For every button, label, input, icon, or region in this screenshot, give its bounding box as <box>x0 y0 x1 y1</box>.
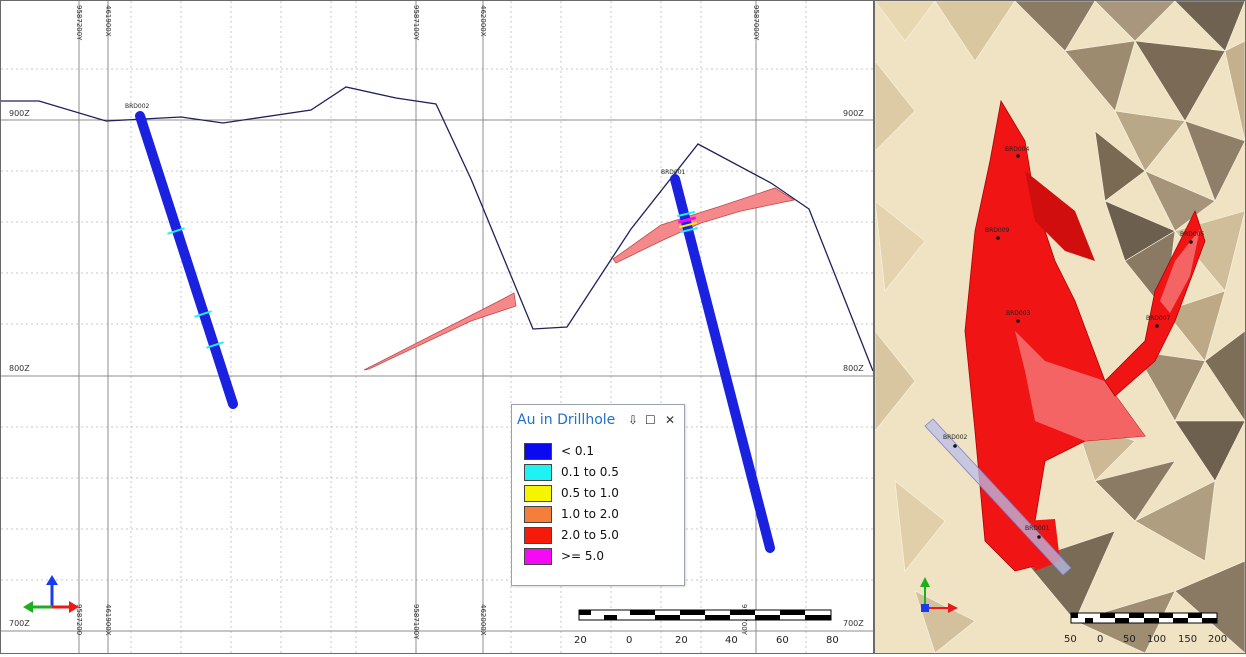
plan-scale-bar: 50 0 50 100 150 200 <box>1064 612 1227 645</box>
legend-label: 2.0 to 5.0 <box>561 528 619 542</box>
plan-hole-label: BRD005 <box>1180 231 1205 238</box>
plan-orebody <box>964 99 1206 572</box>
bottom-coord-label: 9587100Y <box>412 604 420 640</box>
legend-label: 0.1 to 0.5 <box>561 465 619 479</box>
section-grid <box>1 1 873 653</box>
section-view-panel[interactable]: BRD002 BRD001 900Z 900Z 800Z 800Z 700Z 7… <box>0 0 874 654</box>
top-coord-label: 9587000Y <box>752 5 760 41</box>
legend-label: 1.0 to 2.0 <box>561 507 619 521</box>
legend-label: 0.5 to 1.0 <box>561 486 619 500</box>
plan-drillhole-trace[interactable] <box>924 418 1072 576</box>
scale-tick-label: 0 <box>626 635 632 646</box>
topography-line <box>1 86 874 372</box>
elev-label-700-left: 700Z <box>9 619 30 628</box>
drillhole-brd002[interactable] <box>135 111 238 409</box>
legend-panel[interactable]: Au in Drillhole ⇩ ☐ ✕ < 0.1 0.1 to 0.5 0… <box>511 404 685 586</box>
scale-tick-label: 40 <box>725 635 738 646</box>
plan-hole-label: BRD001 <box>1025 525 1050 532</box>
elev-label-900-right: 900Z <box>843 109 864 118</box>
legend-title: Au in Drillhole <box>517 412 616 428</box>
elev-label-800-left: 800Z <box>9 364 30 373</box>
legend-label: < 0.1 <box>561 444 594 458</box>
legend-swatch <box>524 485 552 502</box>
scale-tick-label: 60 <box>776 635 789 646</box>
hole-label-brd001: BRD001 <box>661 169 686 176</box>
top-coord-label: 9587100Y <box>412 5 420 41</box>
plan-canvas[interactable]: BRD004 BRD009 BRD005 BRD003 BRD007 BRD00… <box>875 1 1245 653</box>
pin-icon[interactable]: ⇩ <box>628 413 639 427</box>
plan-scale-tick-label: 200 <box>1208 634 1227 645</box>
scale-tick-label: 20 <box>574 635 587 646</box>
bottom-coord-label: 461900X <box>104 604 112 636</box>
legend-label: >= 5.0 <box>561 549 605 563</box>
bottom-coord-label: 9587200 <box>75 604 83 635</box>
scale-tick-label: 20 <box>675 635 688 646</box>
plan-scale-tick-label: 0 <box>1097 634 1103 645</box>
legend-swatch <box>524 527 552 544</box>
hole-label-brd002: BRD002 <box>125 103 150 110</box>
legend-swatch <box>524 443 552 460</box>
section-canvas[interactable]: BRD002 BRD001 900Z 900Z 800Z 800Z 700Z 7… <box>1 1 874 653</box>
section-scale-bar: 20 0 20 40 60 80 <box>574 609 839 646</box>
plan-axis-triad-icon <box>920 577 958 613</box>
plan-hole-label: BRD003 <box>1006 310 1031 317</box>
plan-scale-tick-label: 100 <box>1147 634 1166 645</box>
top-coord-label: 461900X <box>104 5 112 37</box>
maximize-icon[interactable]: ☐ <box>645 413 656 427</box>
orebody-lower <box>363 292 517 371</box>
plan-scale-tick-label: 150 <box>1178 634 1197 645</box>
axis-triad-icon <box>23 575 79 613</box>
scale-tick-label: 80 <box>826 635 839 646</box>
orebody-upper <box>612 187 796 264</box>
section-major-grid <box>1 1 873 653</box>
close-icon[interactable]: ✕ <box>665 413 676 427</box>
bottom-coord-label: 462000X <box>479 604 487 636</box>
plan-collars <box>953 154 1193 539</box>
top-coord-label: 9587200Y <box>75 5 83 41</box>
plan-hole-label: BRD007 <box>1146 315 1171 322</box>
plan-hole-label: BRD002 <box>943 434 968 441</box>
plan-hole-label: BRD009 <box>985 227 1010 234</box>
plan-scale-tick-label: 50 <box>1064 634 1077 645</box>
elev-label-700-right: 700Z <box>843 619 864 628</box>
elev-label-900-left: 900Z <box>9 109 30 118</box>
drillhole-brd001[interactable] <box>670 174 775 553</box>
plan-hole-label: BRD004 <box>1005 146 1030 153</box>
legend-swatch <box>524 548 552 565</box>
terrain-surface <box>875 1 1245 653</box>
elev-label-800-right: 800Z <box>843 364 864 373</box>
legend-swatch <box>524 506 552 523</box>
legend-swatch <box>524 464 552 481</box>
plan-scale-tick-label: 50 <box>1123 634 1136 645</box>
top-coord-label: 462000X <box>479 5 487 37</box>
plan-view-panel[interactable]: BRD004 BRD009 BRD005 BRD003 BRD007 BRD00… <box>874 0 1246 654</box>
legend-header[interactable]: Au in Drillhole ⇩ ☐ ✕ <box>512 405 684 437</box>
